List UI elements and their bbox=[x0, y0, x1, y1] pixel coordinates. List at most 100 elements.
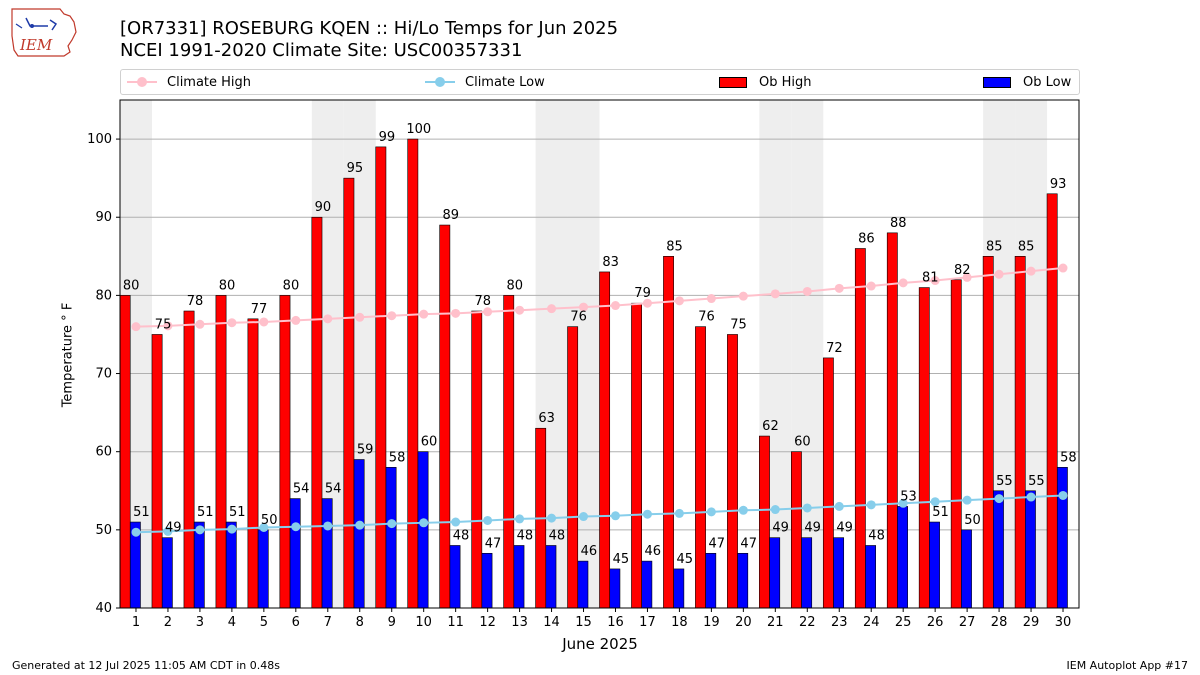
climate-low-point bbox=[483, 515, 493, 525]
ob-high-bar bbox=[471, 310, 483, 609]
climate-high-point bbox=[1058, 263, 1068, 273]
ob-high-bar bbox=[1046, 193, 1058, 609]
climate-high-point bbox=[483, 307, 493, 317]
ob-low-value-label: 55 bbox=[996, 474, 1013, 489]
ob-high-value-label: 99 bbox=[379, 130, 396, 145]
x-tick-label: 21 bbox=[767, 615, 784, 630]
x-tick-label: 11 bbox=[447, 615, 464, 630]
ob-low-value-label: 60 bbox=[421, 435, 438, 450]
ob-low-bar bbox=[673, 568, 685, 609]
ob-low-bar bbox=[769, 537, 781, 609]
ob-high-value-label: 62 bbox=[762, 419, 779, 434]
x-tick-label: 3 bbox=[196, 615, 204, 630]
climate-low-point bbox=[802, 503, 812, 513]
climate-high-point bbox=[930, 276, 940, 286]
climate-low-point bbox=[994, 494, 1004, 504]
ob-high-bar bbox=[247, 318, 259, 609]
ob-high-value-label: 83 bbox=[602, 255, 619, 270]
x-tick-label: 4 bbox=[228, 615, 236, 630]
climate-low-point bbox=[962, 495, 972, 505]
value-labels: 80 51 75 49 78 51 80 51 77 50 80 54 90 54 95 59 99 58 100 6… bbox=[123, 122, 1077, 567]
ob-low-bar bbox=[641, 560, 653, 609]
climate-low-point bbox=[259, 523, 269, 533]
ob-high-value-label: 77 bbox=[251, 302, 268, 317]
climate-high-point bbox=[738, 291, 748, 301]
climate-low-point bbox=[1026, 492, 1036, 502]
climate-high-point bbox=[642, 298, 652, 308]
ob-low-bar bbox=[929, 521, 940, 609]
ob-low-value-label: 50 bbox=[964, 513, 981, 528]
ob-low-value-label: 54 bbox=[325, 482, 342, 497]
x-tick-label: 27 bbox=[959, 615, 976, 630]
ob-high-bar bbox=[790, 451, 802, 609]
ob-low-bar bbox=[545, 545, 557, 609]
x-tick-label: 9 bbox=[388, 615, 396, 630]
climate-low-point bbox=[547, 513, 557, 523]
climate-low-point bbox=[930, 497, 940, 507]
chart-subtitle: NCEI 1991-2020 Climate Site: USC00357331 bbox=[120, 40, 523, 61]
legend-item-climate-high: Climate High bbox=[127, 70, 251, 94]
ob-high-value-label: 80 bbox=[123, 278, 140, 293]
y-tick-label: 80 bbox=[95, 288, 112, 303]
ob-high-value-label: 82 bbox=[954, 263, 971, 278]
ob-low-value-label: 46 bbox=[581, 544, 598, 559]
ob-high-value-label: 88 bbox=[890, 216, 907, 231]
x-tick-label: 8 bbox=[356, 615, 364, 630]
ob-low-value-label: 59 bbox=[357, 443, 374, 458]
y-axis-label: Temperature ° F bbox=[60, 302, 76, 408]
climate-low-point bbox=[898, 498, 908, 508]
ob-low-value-label: 48 bbox=[549, 528, 566, 543]
ob-low-bar bbox=[993, 490, 1004, 609]
climate-lines bbox=[131, 263, 1068, 537]
ob-high-value-label: 63 bbox=[538, 411, 555, 426]
ob-low-value-label: 48 bbox=[517, 528, 534, 543]
ob-low-value-label: 47 bbox=[708, 536, 725, 551]
x-tick-label: 16 bbox=[607, 615, 624, 630]
ob-high-bar bbox=[439, 224, 451, 609]
ob-high-value-label: 81 bbox=[922, 271, 939, 286]
ob-high-bar bbox=[822, 357, 834, 609]
ob-low-value-label: 45 bbox=[613, 552, 630, 567]
ob-low-bar bbox=[1024, 490, 1036, 609]
climate-low-line bbox=[135, 494, 1064, 534]
ob-low-value-label: 49 bbox=[165, 521, 182, 536]
x-tick-label: 1 bbox=[132, 615, 140, 630]
climate-high-point bbox=[962, 272, 972, 282]
climate-high-point bbox=[419, 309, 429, 319]
y-tick-label: 40 bbox=[95, 601, 112, 616]
ob-low-value-label: 46 bbox=[645, 544, 662, 559]
ob-low-swatch bbox=[983, 76, 1011, 88]
climate-high-point bbox=[355, 312, 365, 322]
ob-low-value-label: 47 bbox=[740, 536, 757, 551]
ob-high-value-label: 86 bbox=[858, 231, 875, 246]
ob-low-bar bbox=[865, 545, 876, 609]
ob-high-value-label: 75 bbox=[730, 317, 747, 332]
ob-low-value-label: 53 bbox=[900, 489, 917, 504]
ob-high-value-label: 93 bbox=[1050, 177, 1067, 192]
ob-high-bar bbox=[918, 287, 930, 609]
ob-low-bar bbox=[705, 552, 717, 609]
climate-low-point bbox=[770, 505, 780, 515]
climate-low-point bbox=[227, 524, 237, 534]
ob-high-bar bbox=[950, 279, 962, 609]
y-tick-label: 70 bbox=[95, 367, 112, 382]
ob-low-bar bbox=[961, 529, 972, 609]
legend-item-climate-low: Climate Low bbox=[425, 70, 545, 94]
climate-low-point bbox=[866, 500, 876, 510]
ob-high-bar bbox=[119, 295, 131, 609]
ob-low-value-label: 51 bbox=[133, 505, 150, 520]
ob-low-bar bbox=[385, 467, 397, 609]
legend-item-ob-high: Ob High bbox=[719, 70, 812, 94]
ob-high-bar bbox=[854, 248, 866, 609]
legend-label-ob-high: Ob High bbox=[759, 74, 812, 90]
climate-high-point bbox=[579, 302, 589, 312]
climate-high-point bbox=[547, 304, 557, 314]
y-tick-label: 90 bbox=[95, 210, 112, 225]
ob-high-bar bbox=[151, 334, 163, 609]
ob-low-value-label: 48 bbox=[868, 528, 885, 543]
climate-high-point bbox=[323, 314, 333, 324]
ob-high-value-label: 80 bbox=[283, 278, 300, 293]
ob-low-bar bbox=[257, 529, 269, 609]
ob-low-value-label: 51 bbox=[932, 505, 949, 520]
